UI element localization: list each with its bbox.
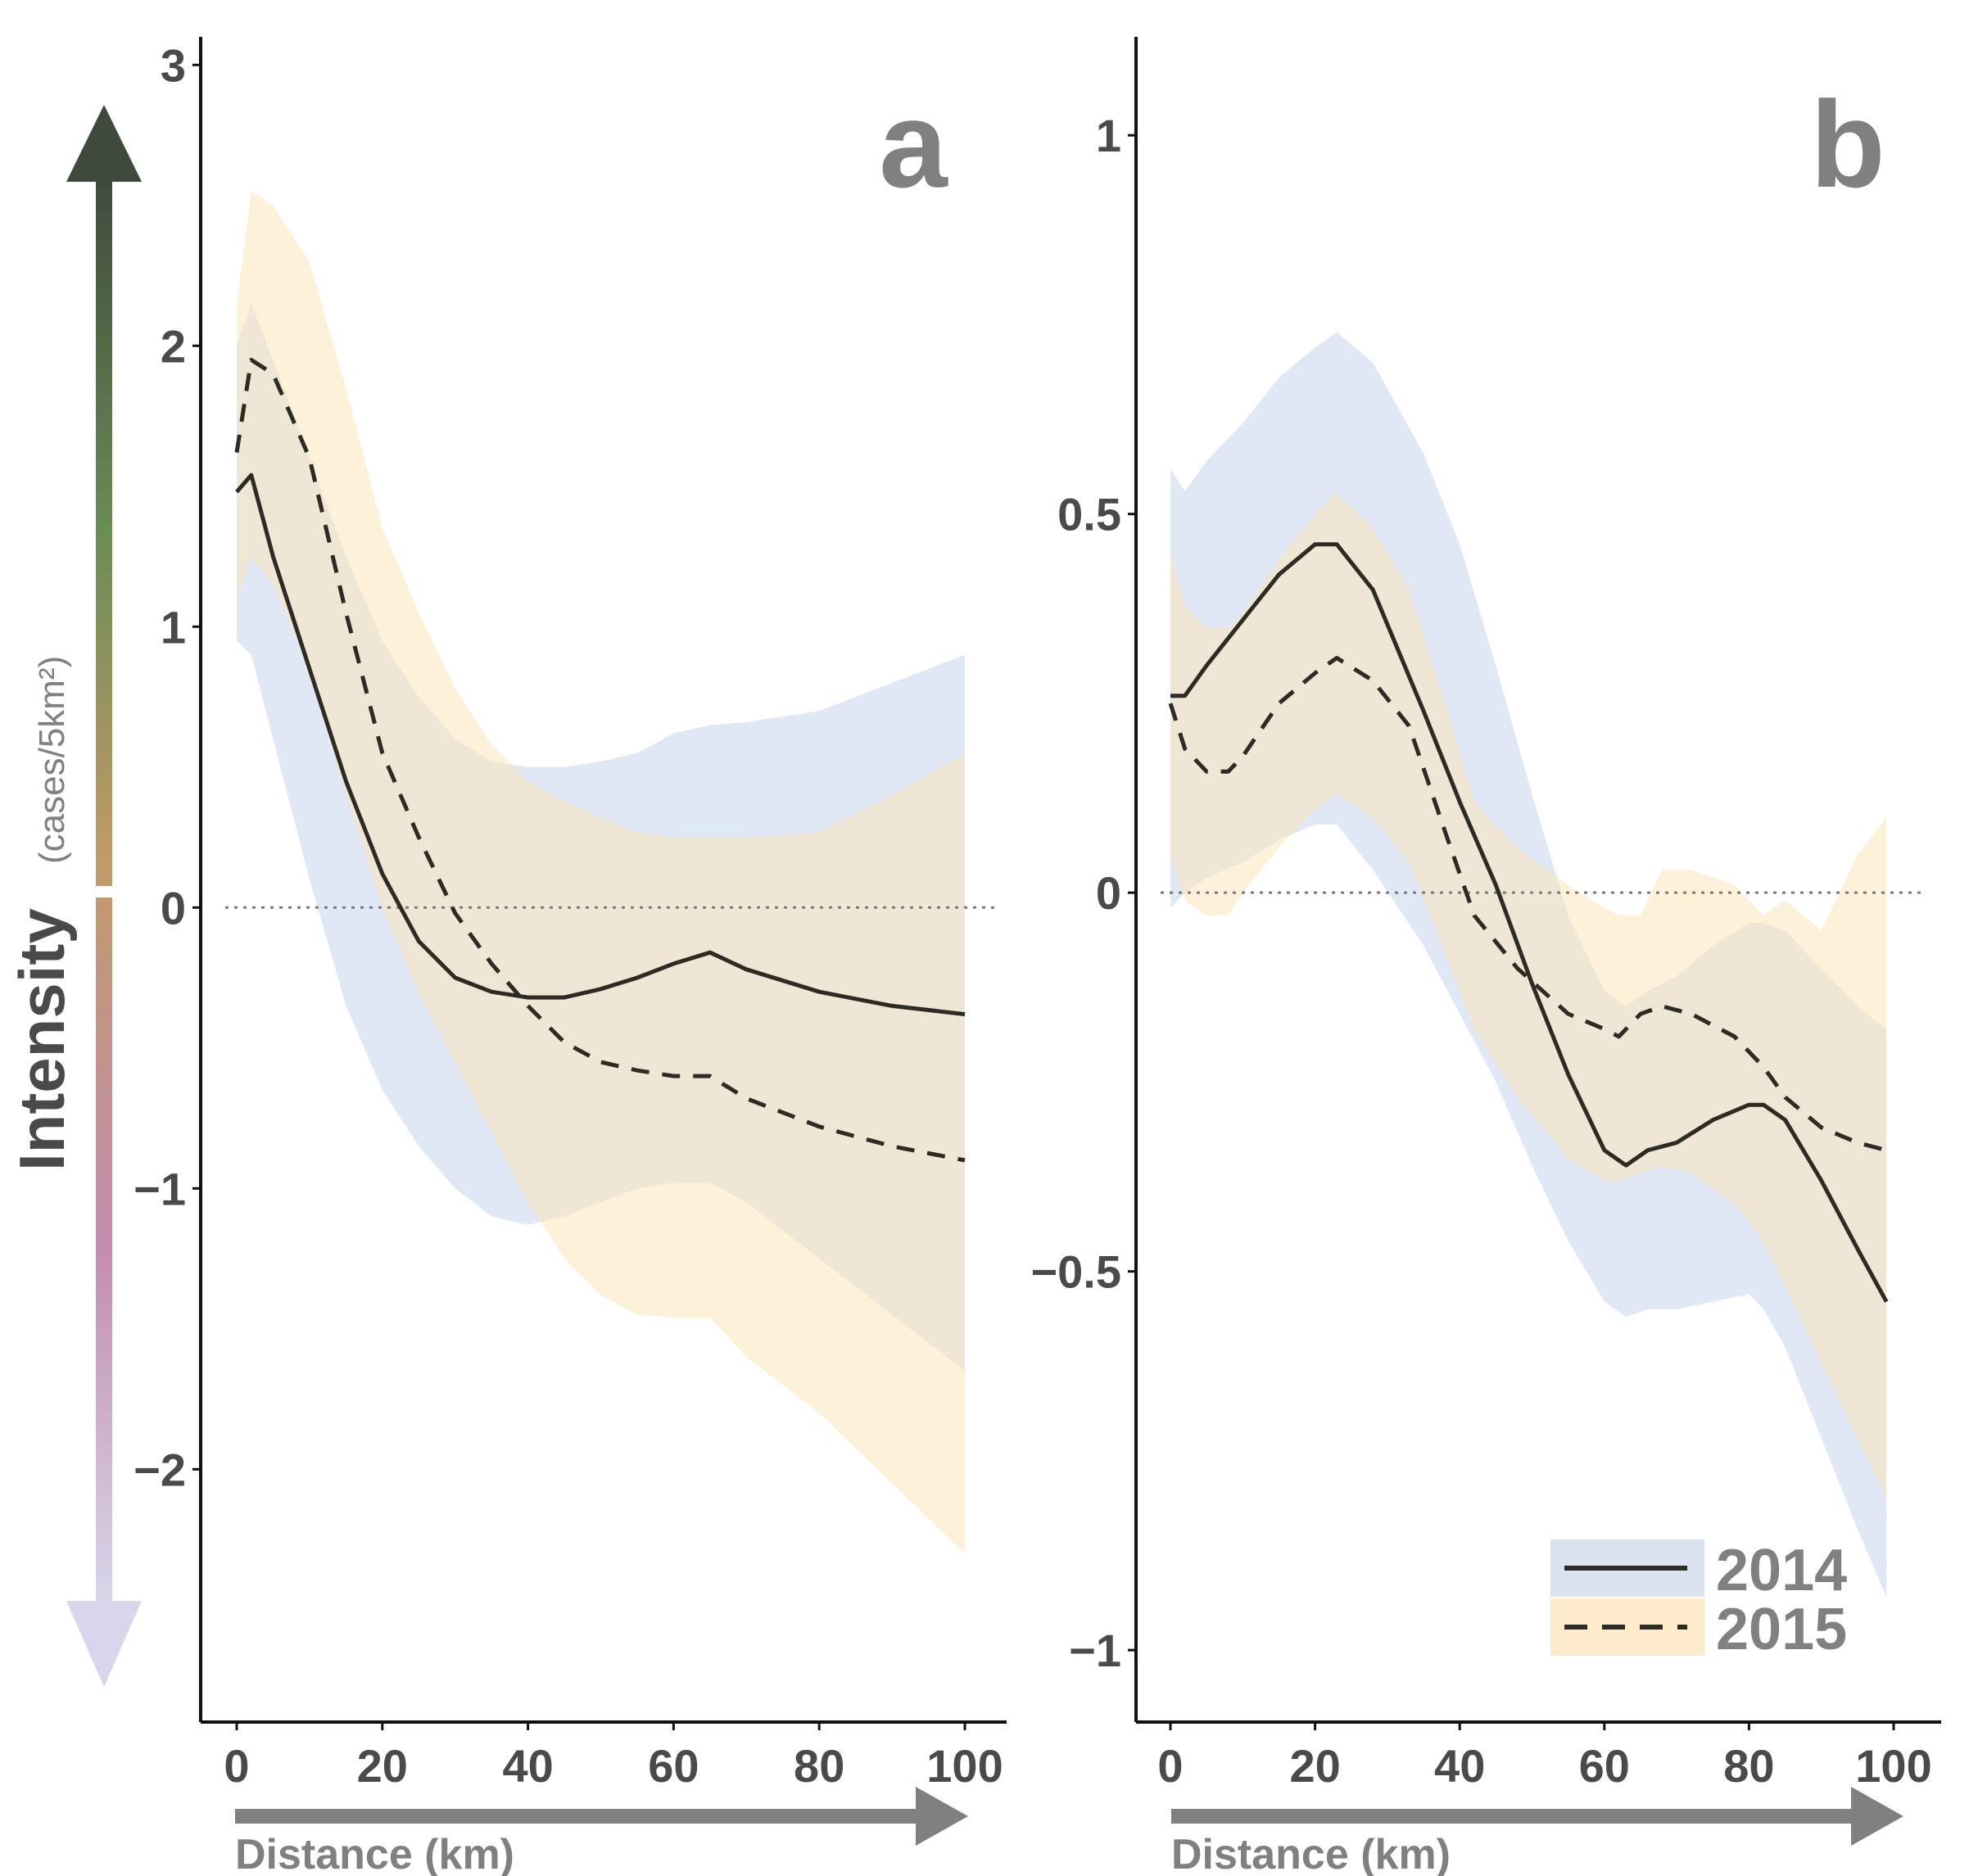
panel-a-bands [237,191,965,1554]
panel-a-lines [234,358,966,1163]
band-2015 [237,191,965,1554]
intensity-gradient-arrow [66,105,142,1687]
y-tick-label: −2 [134,1444,186,1495]
panel-b-bands [1170,332,1887,1598]
panel-a-x-ticks: 0 20 40 60 80 100 [224,1722,1003,1792]
x-tick-label: 20 [1289,1740,1340,1792]
panel-b-y-ticks: 1 0.5 0 −0.5 −1 [1030,110,1136,1676]
panel-b-x-label: Distance (km) [1171,1831,1451,1876]
y-tick-label: 1 [161,601,186,653]
y-tick-label: 0 [1096,867,1121,919]
y-axis-unit: (cases/5km²) [32,656,72,864]
x-tick-label: 0 [1157,1740,1183,1792]
panel-a-y-ticks: 3 2 1 0 −1 −2 [134,39,201,1495]
legend: 2014 2015 [1550,1538,1847,1662]
legend-label-2015: 2015 [1716,1597,1847,1662]
x-tick-label: 80 [1723,1740,1774,1792]
x-tick-label: 60 [1579,1740,1630,1792]
band-2015 [1170,491,1887,1499]
panel-a-x-arrow [235,1787,968,1846]
x-tick-label: 60 [648,1740,699,1792]
panel-b-x-arrow [1171,1787,1903,1846]
arrow-zero-marker [93,886,115,897]
y-tick-label: 0 [161,882,186,933]
y-tick-label: −0.5 [1030,1246,1121,1298]
y-tick-label: −1 [1069,1625,1121,1676]
series-line-2015 [1168,656,1887,1153]
y-tick-label: 0.5 [1057,489,1121,540]
y-axis-label: Intensity [6,908,78,1171]
panel-a-letter: a [879,75,948,213]
x-tick-label: 100 [926,1740,1003,1792]
series-line-2015 [234,358,966,1163]
series-line-2014 [235,472,966,1017]
y-tick-label: 3 [161,39,186,91]
x-tick-label: 40 [502,1740,553,1792]
x-tick-label: 20 [357,1740,408,1792]
arrow-head-down [66,1601,142,1687]
legend-label-2014: 2014 [1716,1538,1847,1603]
x-tick-label: 80 [794,1740,844,1792]
panel-b: 1 0.5 0 −0.5 −1 0 20 40 60 80 100 b Distance (km)… [1030,37,1941,1876]
series-line-2014 [1170,542,1889,1303]
panel-a-x-label: Distance (km) [235,1831,514,1876]
panel-b-letter: b [1810,75,1885,213]
x-tick-label: 0 [224,1740,249,1792]
y-tick-label: 2 [161,320,186,372]
arrow-head-up [66,105,142,182]
panel-b-lines [1168,542,1889,1303]
x-tick-label: 100 [1855,1740,1931,1792]
panel-b-x-ticks: 0 20 40 60 80 100 [1157,1722,1932,1792]
panel-a: 3 2 1 0 −1 −2 0 20 40 60 80 100 a Distance (km) [134,37,1007,1876]
y-tick-label: −1 [134,1163,186,1214]
x-tick-label: 40 [1434,1740,1485,1792]
y-tick-label: 1 [1096,110,1121,161]
